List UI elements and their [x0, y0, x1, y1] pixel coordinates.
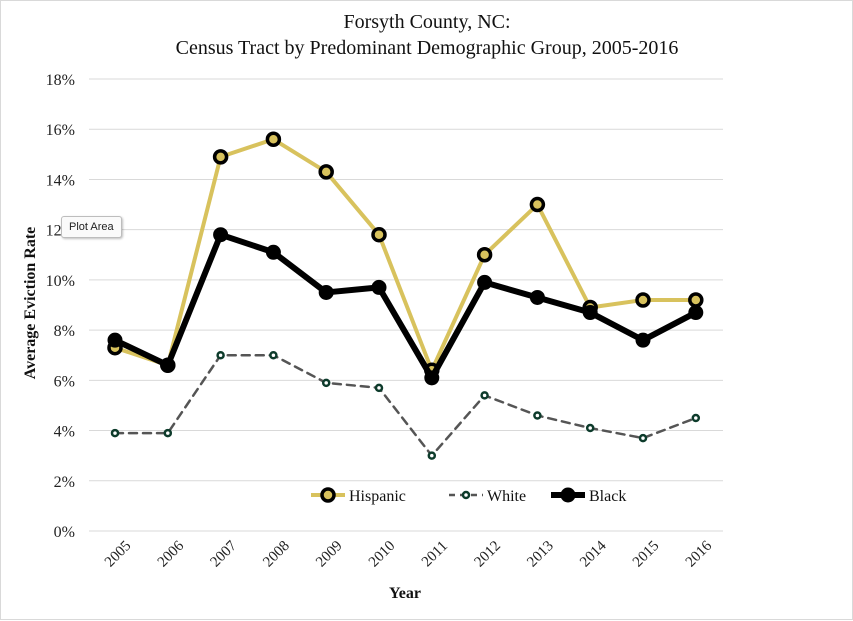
chart-title: Forsyth County, NC: [343, 11, 510, 33]
data-point-white [163, 428, 173, 438]
data-point-black [529, 289, 545, 305]
legend-item-white: White [449, 488, 526, 505]
data-point-white [427, 451, 437, 460]
data-point-white [533, 411, 542, 420]
data-point-black [160, 357, 176, 373]
data-point-white [321, 378, 331, 388]
series-line-white [113, 353, 698, 457]
data-point-hispanic [318, 164, 334, 180]
data-point-white [638, 433, 648, 443]
x-tick-label: 2014 [577, 538, 610, 571]
data-point-white [374, 383, 384, 393]
data-point-black [371, 279, 387, 295]
legend-label-black: Black [589, 488, 626, 505]
y-tick-label: 10% [46, 273, 75, 290]
data-point-black [635, 332, 651, 348]
data-point-black [582, 305, 598, 321]
chart-subtitle: Census Tract by Predominant Demographic … [176, 37, 679, 59]
x-tick-label: 2011 [419, 538, 451, 570]
data-point-white [691, 413, 701, 423]
data-point-hispanic [265, 131, 282, 148]
x-tick-label: 2009 [313, 538, 346, 571]
y-tick-label: 18% [46, 72, 75, 89]
x-tick-label: 2015 [630, 538, 663, 571]
legend: Hispanic White Black [311, 487, 626, 505]
data-point-hispanic [529, 196, 546, 213]
series-black [107, 227, 704, 386]
data-point-black [213, 227, 229, 243]
data-point-hispanic [212, 149, 229, 165]
y-tick-label: 14% [46, 172, 75, 189]
data-point-hispanic [688, 292, 704, 308]
x-tick-label: 2010 [366, 538, 399, 571]
y-tick-label: 8% [54, 323, 75, 340]
data-point-white [480, 391, 489, 400]
data-point-white [110, 428, 120, 438]
legend-marker-hispanic [320, 487, 336, 503]
data-point-black [424, 370, 440, 386]
data-point-hispanic [635, 292, 651, 308]
series-hispanic [107, 131, 704, 379]
y-tick-label: 4% [54, 424, 75, 441]
data-point-black [688, 305, 704, 321]
x-tick-label: 2013 [524, 538, 557, 571]
series-white [110, 350, 701, 460]
legend-label-white: White [487, 488, 526, 505]
x-tick-label: 2005 [102, 538, 135, 571]
x-tick-label: 2012 [472, 538, 505, 571]
data-point-black [477, 274, 493, 290]
legend-item-hispanic: Hispanic [311, 487, 406, 505]
data-point-black [107, 332, 123, 348]
data-point-black [265, 244, 281, 260]
legend-marker-black [560, 487, 576, 503]
legend-label-hispanic: Hispanic [349, 488, 406, 505]
plot-area-tooltip: Plot Area [61, 216, 122, 238]
data-point-black [318, 284, 334, 300]
x-tick-label: 2008 [260, 538, 293, 571]
y-tick-label: 2% [54, 474, 75, 491]
plot-area[interactable] [107, 131, 704, 460]
x-axis-label: Year [389, 585, 421, 602]
y-tick-label: 0% [54, 524, 75, 541]
data-point-white [269, 350, 278, 360]
legend-marker-white [461, 490, 471, 500]
legend-item-black: Black [551, 487, 626, 505]
x-tick-label: 2016 [683, 538, 716, 571]
data-point-hispanic [476, 247, 493, 263]
x-tick-label: 2006 [155, 538, 188, 571]
series-line-hispanic [113, 137, 698, 373]
y-tick-label: 16% [46, 122, 75, 139]
series-line-black [112, 231, 699, 381]
data-point-white [216, 350, 225, 360]
data-point-white [585, 423, 595, 433]
x-tick-label: 2007 [208, 538, 241, 571]
x-axis-tick-labels: 2005 2006 2007 2008 2009 2010 2011 2012 2013 2014… [102, 538, 716, 571]
data-point-hispanic [371, 226, 387, 243]
y-tick-label: 6% [54, 373, 75, 390]
y-axis-label: Average Eviction Rate [22, 227, 39, 380]
y-axis-tick-labels: 0%2%4%6%8%10%12%14%16%18% [46, 72, 75, 541]
